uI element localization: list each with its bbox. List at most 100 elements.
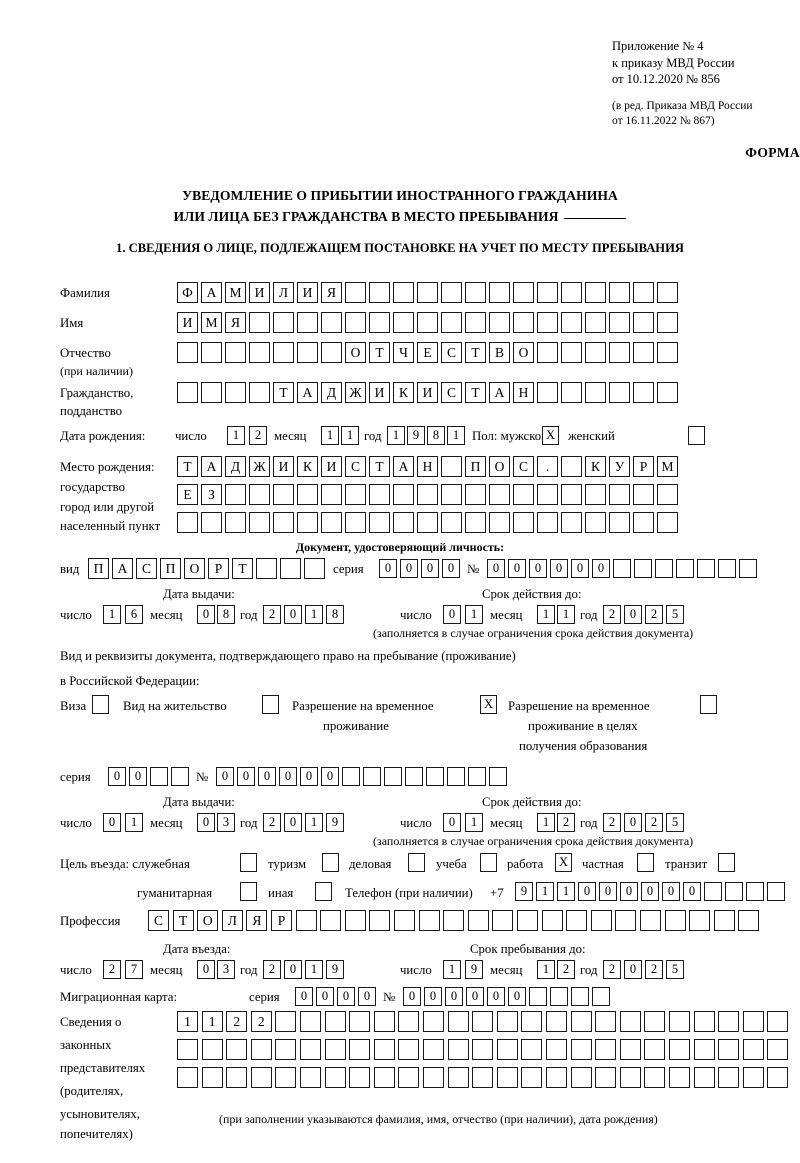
firstname-cell[interactable] xyxy=(561,312,582,333)
citizenship-cell[interactable] xyxy=(561,382,582,403)
legal-rep-row-1-cell[interactable] xyxy=(644,1011,666,1032)
purpose-transit-checkbox[interactable] xyxy=(718,853,735,872)
temp-residence-checkbox[interactable]: X xyxy=(480,695,497,714)
phone-cell[interactable]: 0 xyxy=(683,882,701,901)
profession-cell[interactable] xyxy=(566,910,588,931)
legal-rep-row-2-cell[interactable] xyxy=(226,1039,248,1060)
legal-rep-row-2-cell[interactable] xyxy=(324,1039,346,1060)
profession-cell[interactable] xyxy=(443,910,465,931)
permit-issue-year-cell[interactable]: 9 xyxy=(326,813,344,832)
purpose-work-checkbox[interactable]: X xyxy=(555,853,572,872)
surname-cell[interactable] xyxy=(345,282,366,303)
doc-number-cell[interactable]: 0 xyxy=(592,559,610,578)
doc-issue-day-cell[interactable]: 1 xyxy=(103,605,121,624)
stay-month-cell[interactable]: 2 xyxy=(557,960,575,979)
migration-number-cell[interactable] xyxy=(571,987,589,1006)
legal-rep-row-2-cell[interactable] xyxy=(496,1039,518,1060)
stay-day-cell[interactable]: 1 xyxy=(443,960,461,979)
legal-rep-row-2-cell[interactable] xyxy=(275,1039,297,1060)
permit-valid-year-cell[interactable]: 5 xyxy=(666,813,684,832)
legal-rep-row-1-cell[interactable] xyxy=(349,1011,371,1032)
profession-cell[interactable] xyxy=(689,910,711,931)
legal-rep-row-3-cell[interactable] xyxy=(226,1067,248,1088)
birthplace-row-2-cell[interactable]: З xyxy=(201,484,222,505)
firstname-cell[interactable]: Я xyxy=(225,312,246,333)
birthplace-row-1-cell[interactable]: А xyxy=(201,456,222,477)
surname-cell[interactable]: Л xyxy=(273,282,294,303)
purpose-official-checkbox[interactable] xyxy=(240,853,257,872)
visa-checkbox[interactable] xyxy=(92,695,109,714)
legal-rep-row-1-cell[interactable]: 1 xyxy=(201,1011,223,1032)
birthplace-row-1-cell[interactable]: . xyxy=(537,456,558,477)
legal-rep-row-1-cell[interactable] xyxy=(300,1011,321,1032)
purpose-other-checkbox[interactable] xyxy=(315,882,332,901)
permit-valid-month-cell[interactable]: 2 xyxy=(557,813,575,832)
legal-rep-row-3-cell[interactable] xyxy=(423,1067,444,1088)
doc-series-cell[interactable]: 0 xyxy=(442,559,460,578)
legal-rep-row-1-cell[interactable] xyxy=(398,1011,420,1032)
birthplace-row-1-cell[interactable]: О xyxy=(489,456,510,477)
doc-number-cell[interactable] xyxy=(697,559,715,578)
legal-rep-row-2-cell[interactable] xyxy=(300,1039,321,1060)
surname-cell[interactable] xyxy=(561,282,582,303)
entry-day-cell[interactable]: 2 xyxy=(103,960,121,979)
profession-cell[interactable] xyxy=(713,910,735,931)
birthplace-row-3-cell[interactable] xyxy=(297,512,318,533)
doc-series-cell[interactable]: 0 xyxy=(379,559,397,578)
patronymic-cell[interactable] xyxy=(201,342,222,363)
legal-rep-row-1-cell[interactable] xyxy=(521,1011,543,1032)
surname-cell[interactable] xyxy=(513,282,534,303)
legal-rep-row-2-cell[interactable] xyxy=(546,1039,567,1060)
stay-year-cell[interactable]: 2 xyxy=(645,960,663,979)
patronymic-cell[interactable]: Т xyxy=(369,342,390,363)
phone-cell[interactable] xyxy=(725,882,743,901)
doc-valid-day-cell[interactable]: 0 xyxy=(443,605,461,624)
legal-rep-row-2-cell[interactable] xyxy=(693,1039,715,1060)
legal-rep-row-3-cell[interactable] xyxy=(570,1067,592,1088)
surname-cell[interactable] xyxy=(537,282,558,303)
doc-number-cell[interactable]: 0 xyxy=(529,559,547,578)
birth-year-cell[interactable]: 1 xyxy=(447,426,465,445)
legal-rep-row-3-cell[interactable] xyxy=(349,1067,371,1088)
migration-series-cell[interactable]: 0 xyxy=(316,987,334,1006)
patronymic-cell[interactable] xyxy=(225,342,246,363)
birthplace-row-2-cell[interactable] xyxy=(297,484,318,505)
surname-cell[interactable] xyxy=(585,282,606,303)
firstname-cell[interactable] xyxy=(633,312,654,333)
phone-cell[interactable]: 0 xyxy=(662,882,680,901)
stay-year-cell[interactable]: 2 xyxy=(603,960,621,979)
birthplace-row-2-cell[interactable] xyxy=(393,484,414,505)
firstname-cell[interactable]: М xyxy=(201,312,222,333)
phone-cell[interactable]: 1 xyxy=(557,882,575,901)
patronymic-cell[interactable]: О xyxy=(513,342,534,363)
birthplace-row-1-cell[interactable] xyxy=(441,456,462,477)
profession-cell[interactable] xyxy=(369,910,391,931)
permit-issue-year-cell[interactable]: 2 xyxy=(263,813,281,832)
permit-valid-day-cell[interactable]: 1 xyxy=(465,813,483,832)
doc-number-cell[interactable] xyxy=(739,559,757,578)
permit-number-cell[interactable] xyxy=(489,767,507,786)
birthplace-row-3-cell[interactable] xyxy=(489,512,510,533)
legal-rep-row-3-cell[interactable] xyxy=(447,1067,469,1088)
surname-cell[interactable] xyxy=(489,282,510,303)
phone-cell[interactable]: 0 xyxy=(578,882,596,901)
legal-rep-row-3-cell[interactable] xyxy=(300,1067,321,1088)
doc-number-cell[interactable] xyxy=(613,559,631,578)
birthplace-row-1-cell[interactable]: К xyxy=(585,456,606,477)
citizenship-cell[interactable]: Т xyxy=(465,382,486,403)
firstname-cell[interactable] xyxy=(489,312,510,333)
birth-day-cell[interactable]: 2 xyxy=(249,426,267,445)
legal-rep-row-1-cell[interactable] xyxy=(570,1011,592,1032)
legal-rep-row-3-cell[interactable] xyxy=(472,1067,494,1088)
migration-number-cell[interactable] xyxy=(592,987,610,1006)
legal-rep-row-3-cell[interactable] xyxy=(718,1067,740,1088)
citizenship-cell[interactable]: И xyxy=(369,382,390,403)
legal-rep-row-2-cell[interactable] xyxy=(644,1039,666,1060)
birthplace-row-3-cell[interactable] xyxy=(609,512,630,533)
migration-number-cell[interactable]: 0 xyxy=(466,987,484,1006)
surname-cell[interactable]: И xyxy=(297,282,318,303)
birthplace-row-2-cell[interactable] xyxy=(417,484,438,505)
purpose-study-checkbox[interactable] xyxy=(480,853,497,872)
legal-rep-row-3-cell[interactable] xyxy=(250,1067,272,1088)
profession-cell[interactable] xyxy=(517,910,538,931)
